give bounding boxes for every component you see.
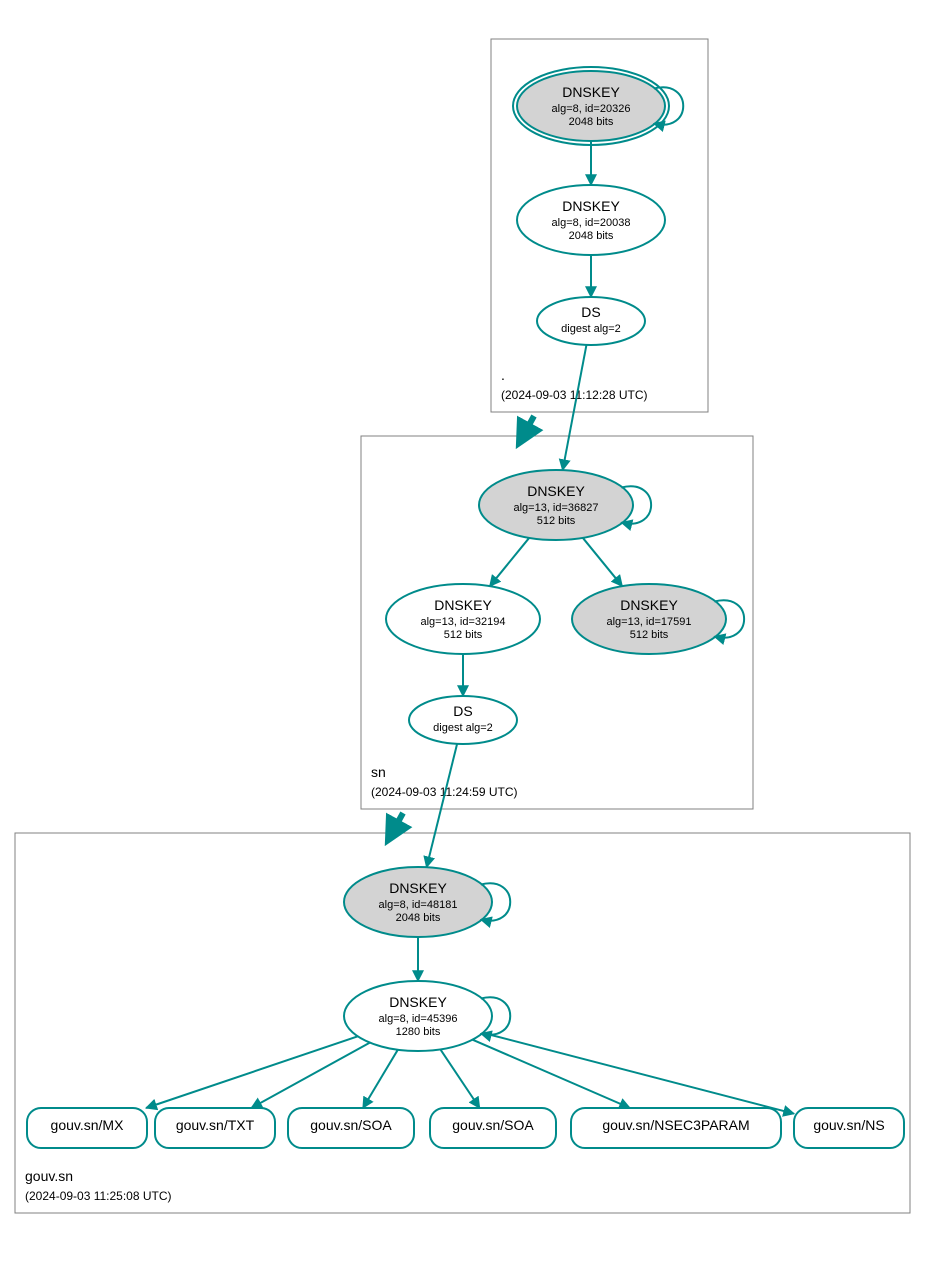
gouv-dnskey-45396-text-2: 1280 bits (396, 1026, 441, 1038)
root-dnskey-20038-text-2: 2048 bits (569, 230, 614, 242)
gouv-dnskey-45396-text-1: alg=8, id=45396 (379, 1013, 458, 1025)
root-dnskey-20326-text-1: alg=8, id=20326 (552, 103, 631, 115)
zone-gouv-timestamp: (2024-09-03 11:25:08 UTC) (25, 1189, 172, 1203)
zone-root-label: . (501, 367, 505, 383)
root-dnskey-20326-text-0: DNSKEY (562, 84, 620, 100)
rr-soa1-text-0: gouv.sn/SOA (310, 1117, 392, 1133)
dnssec-diagram: . (2024-09-03 11:12:28 UTC) sn (2024-09-03 … (0, 0, 927, 1278)
rr-mx-text-0: gouv.sn/MX (51, 1117, 125, 1133)
sn-dnskey-17591-text-1: alg=13, id=17591 (606, 616, 691, 628)
gouv-dnskey-48181-text-1: alg=8, id=48181 (379, 899, 458, 911)
zone-root-timestamp: (2024-09-03 11:12:28 UTC) (501, 388, 648, 402)
sn-dnskey-32194-text-1: alg=13, id=32194 (420, 616, 505, 628)
rr-nsec3-text-0: gouv.sn/NSEC3PARAM (602, 1117, 749, 1133)
gouv-dnskey-48181-text-2: 2048 bits (396, 912, 441, 924)
zone-sn-label: sn (371, 764, 386, 780)
zone-gouv-label: gouv.sn (25, 1168, 73, 1184)
root-dnskey-20038-text-1: alg=8, id=20038 (552, 217, 631, 229)
root-dnskey-20326-text-2: 2048 bits (569, 116, 614, 128)
sn-ds-text-0: DS (453, 703, 472, 719)
sn-ds-text-1: digest alg=2 (433, 722, 493, 734)
sn-dnskey-17591-text-2: 512 bits (630, 629, 669, 641)
rr-soa2-text-0: gouv.sn/SOA (452, 1117, 534, 1133)
sn-dnskey-36827-text-1: alg=13, id=36827 (513, 502, 598, 514)
gouv-dnskey-48181-text-0: DNSKEY (389, 880, 447, 896)
sn-dnskey-32194-text-0: DNSKEY (434, 597, 492, 613)
sn-dnskey-17591-text-0: DNSKEY (620, 597, 678, 613)
gouv-dnskey-45396-text-0: DNSKEY (389, 994, 447, 1010)
root-ds-text-1: digest alg=2 (561, 323, 621, 335)
root-ds-text-0: DS (581, 304, 600, 320)
sn-dnskey-36827-text-0: DNSKEY (527, 483, 585, 499)
sn-dnskey-36827-text-2: 512 bits (537, 515, 576, 527)
sn-dnskey-32194-text-2: 512 bits (444, 629, 483, 641)
root-dnskey-20038-text-0: DNSKEY (562, 198, 620, 214)
rr-txt-text-0: gouv.sn/TXT (176, 1117, 255, 1133)
rr-ns-text-0: gouv.sn/NS (813, 1117, 884, 1133)
